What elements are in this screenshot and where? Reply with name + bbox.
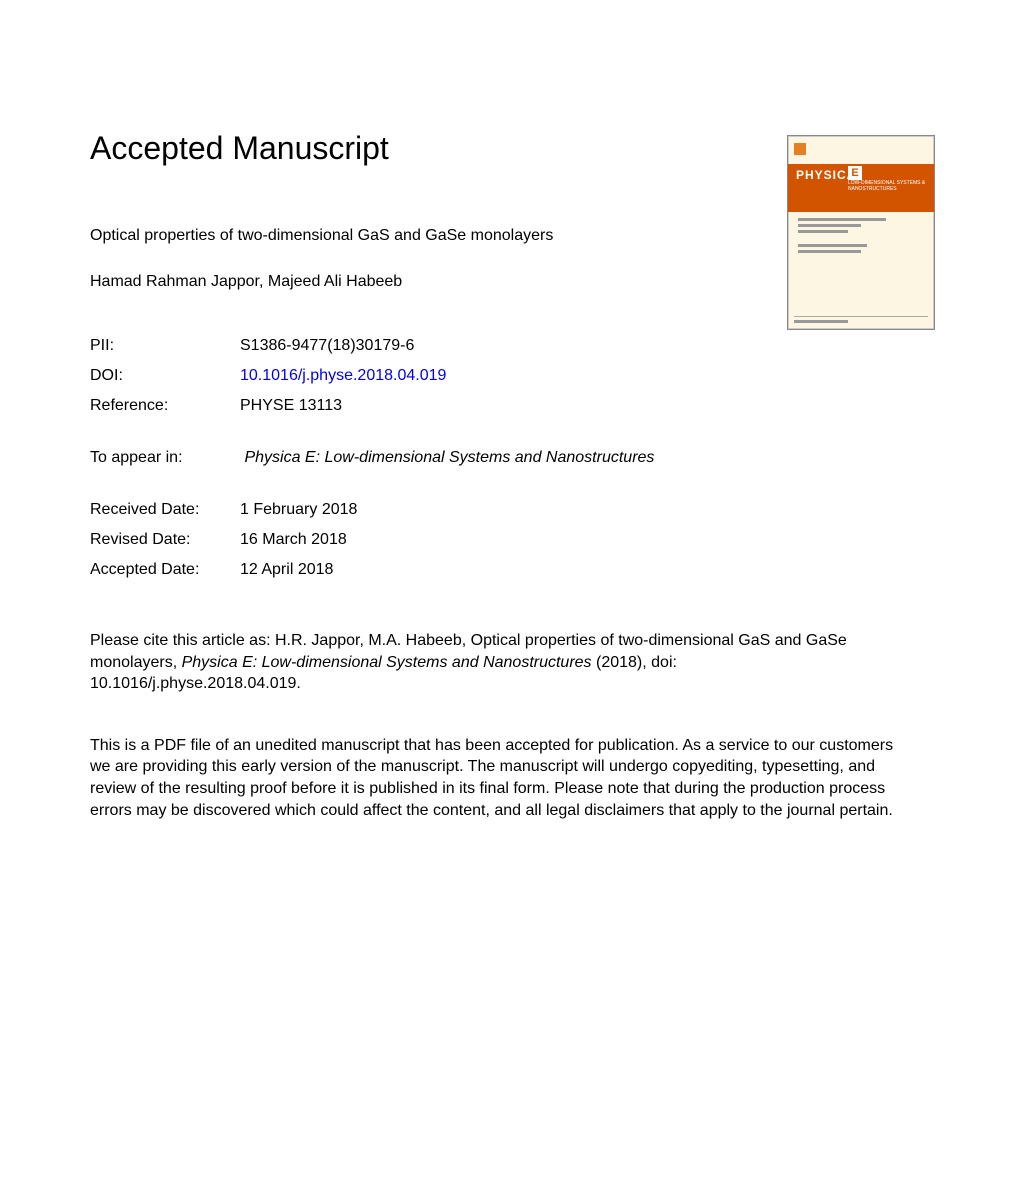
citation-journal: Physica E: Low-dimensional Systems and N…: [182, 654, 592, 671]
pii-row: PII: S1386-9477(18)30179-6: [90, 331, 446, 361]
publisher-logo-icon: [794, 143, 806, 155]
cover-subtitle: LOW-DIMENSIONAL SYSTEMS & NANOSTRUCTURES: [848, 180, 926, 192]
cover-letter-badge: E: [848, 166, 862, 180]
received-value: 1 February 2018: [240, 495, 357, 525]
journal-cover-thumbnail: PHYSICA E LOW-DIMENSIONAL SYSTEMS & NANO…: [787, 135, 935, 330]
citation-paragraph: Please cite this article as: H.R. Jappor…: [90, 630, 880, 695]
revised-value: 16 March 2018: [240, 525, 357, 555]
appear-in-row: To appear in: Physica E: Low-dimensional…: [90, 449, 940, 467]
appear-in-journal: Physica E: Low-dimensional Systems and N…: [244, 449, 654, 466]
cover-header: [794, 142, 928, 160]
accepted-row: Accepted Date: 12 April 2018: [90, 555, 357, 585]
reference-label: Reference:: [90, 391, 240, 421]
reference-value: PHYSE 13113: [240, 391, 446, 421]
pii-label: PII:: [90, 331, 240, 361]
received-row: Received Date: 1 February 2018: [90, 495, 357, 525]
revised-row: Revised Date: 16 March 2018: [90, 525, 357, 555]
appear-in-label: To appear in:: [90, 449, 240, 467]
accepted-label: Accepted Date:: [90, 555, 240, 585]
metadata-table-dates: Received Date: 1 February 2018 Revised D…: [90, 495, 357, 585]
disclaimer-paragraph: This is a PDF file of an unedited manusc…: [90, 735, 900, 821]
cover-body-lines: [798, 218, 924, 256]
metadata-table-ids: PII: S1386-9477(18)30179-6 DOI: 10.1016/…: [90, 331, 446, 421]
revised-label: Revised Date:: [90, 525, 240, 555]
manuscript-page: PHYSICA E LOW-DIMENSIONAL SYSTEMS & NANO…: [0, 0, 1020, 881]
doi-link[interactable]: 10.1016/j.physe.2018.04.019: [240, 367, 446, 384]
doi-row: DOI: 10.1016/j.physe.2018.04.019: [90, 361, 446, 391]
doi-label: DOI:: [90, 361, 240, 391]
accepted-value: 12 April 2018: [240, 555, 357, 585]
pii-value: S1386-9477(18)30179-6: [240, 331, 446, 361]
reference-row: Reference: PHYSE 13113: [90, 391, 446, 421]
cover-footer: [794, 316, 928, 323]
received-label: Received Date:: [90, 495, 240, 525]
